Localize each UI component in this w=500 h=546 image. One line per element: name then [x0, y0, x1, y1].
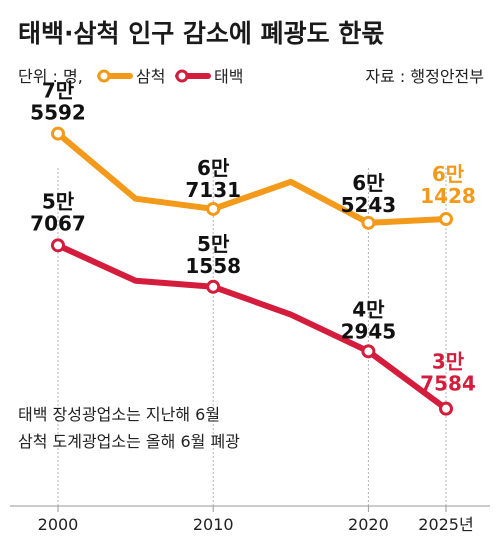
- series-0-label-2-line2: 5243: [341, 193, 397, 217]
- x-axis: 2000 2010 2020 2025년: [10, 505, 490, 534]
- series-0-label-1-line2: 7131: [185, 178, 241, 202]
- series-1-label-1-line2: 1558: [185, 254, 241, 278]
- series-1-label-2-line2: 2945: [341, 319, 397, 343]
- x-tick-label-0: 2000: [38, 515, 79, 534]
- chart-title: 태백·삼척 인구 감소에 폐광도 한몫: [18, 19, 384, 48]
- legend-item-samcheok: 삼척: [97, 67, 165, 86]
- series-1-point-1: [206, 279, 221, 294]
- legend-marker-taebaek: [175, 69, 189, 83]
- unit-label: 단위 : 명,: [18, 67, 83, 86]
- series-0-point-3: [439, 212, 453, 227]
- legend-item-taebaek: 태백: [175, 67, 243, 86]
- annotation: 태백 장성광업소는 지난해 6월 삼척 도계광업소는 올해 6월 폐광: [18, 405, 240, 451]
- x-tick-label-2: 2020: [348, 515, 389, 534]
- legend: 삼척 태백: [97, 67, 243, 86]
- series-0-label-0-line2: 5592: [30, 101, 86, 125]
- series-0-label-3-line2: 1428: [420, 184, 476, 208]
- series-0-point-1: [206, 201, 221, 216]
- series-1-label-2-line1: 4만: [352, 297, 385, 321]
- source-label: 자료 : 행정안전부: [365, 67, 484, 86]
- legend-label-samcheok: 삼척: [136, 67, 165, 86]
- series-1-label-1-line1: 5만: [197, 232, 230, 256]
- series-1-label-3-line1: 3만: [432, 350, 465, 374]
- series-1-label-0-line1: 5만: [42, 189, 75, 213]
- series-1-label-0-line2: 7067: [30, 211, 86, 235]
- x-tick-label-3: 2025년: [418, 515, 473, 534]
- series-0-label-1-line1: 6만: [197, 156, 230, 180]
- legend-marker-samcheok: [97, 69, 111, 83]
- series-0-label-2-line1: 6만: [352, 171, 385, 195]
- series-0-point-2: [361, 215, 376, 230]
- series-1-label-3-line2: 7584: [420, 372, 476, 396]
- annotation-line-1: 태백 장성광업소는 지난해 6월: [18, 405, 220, 424]
- series-1-point-3: [439, 401, 453, 416]
- series-line-0: [55, 130, 449, 226]
- series-line-1: [55, 242, 449, 412]
- series-0-label-0-line1: 7만: [42, 79, 75, 103]
- x-tick-label-1: 2010: [193, 515, 234, 534]
- series-0-point-0: [51, 126, 65, 141]
- legend-label-taebaek: 태백: [214, 67, 243, 86]
- series-1-point-0: [51, 238, 65, 253]
- annotation-line-2: 삼척 도계광업소는 올해 6월 폐광: [18, 432, 240, 451]
- series-0-label-3-line1: 6만: [432, 162, 465, 186]
- series-1-point-2: [361, 344, 376, 359]
